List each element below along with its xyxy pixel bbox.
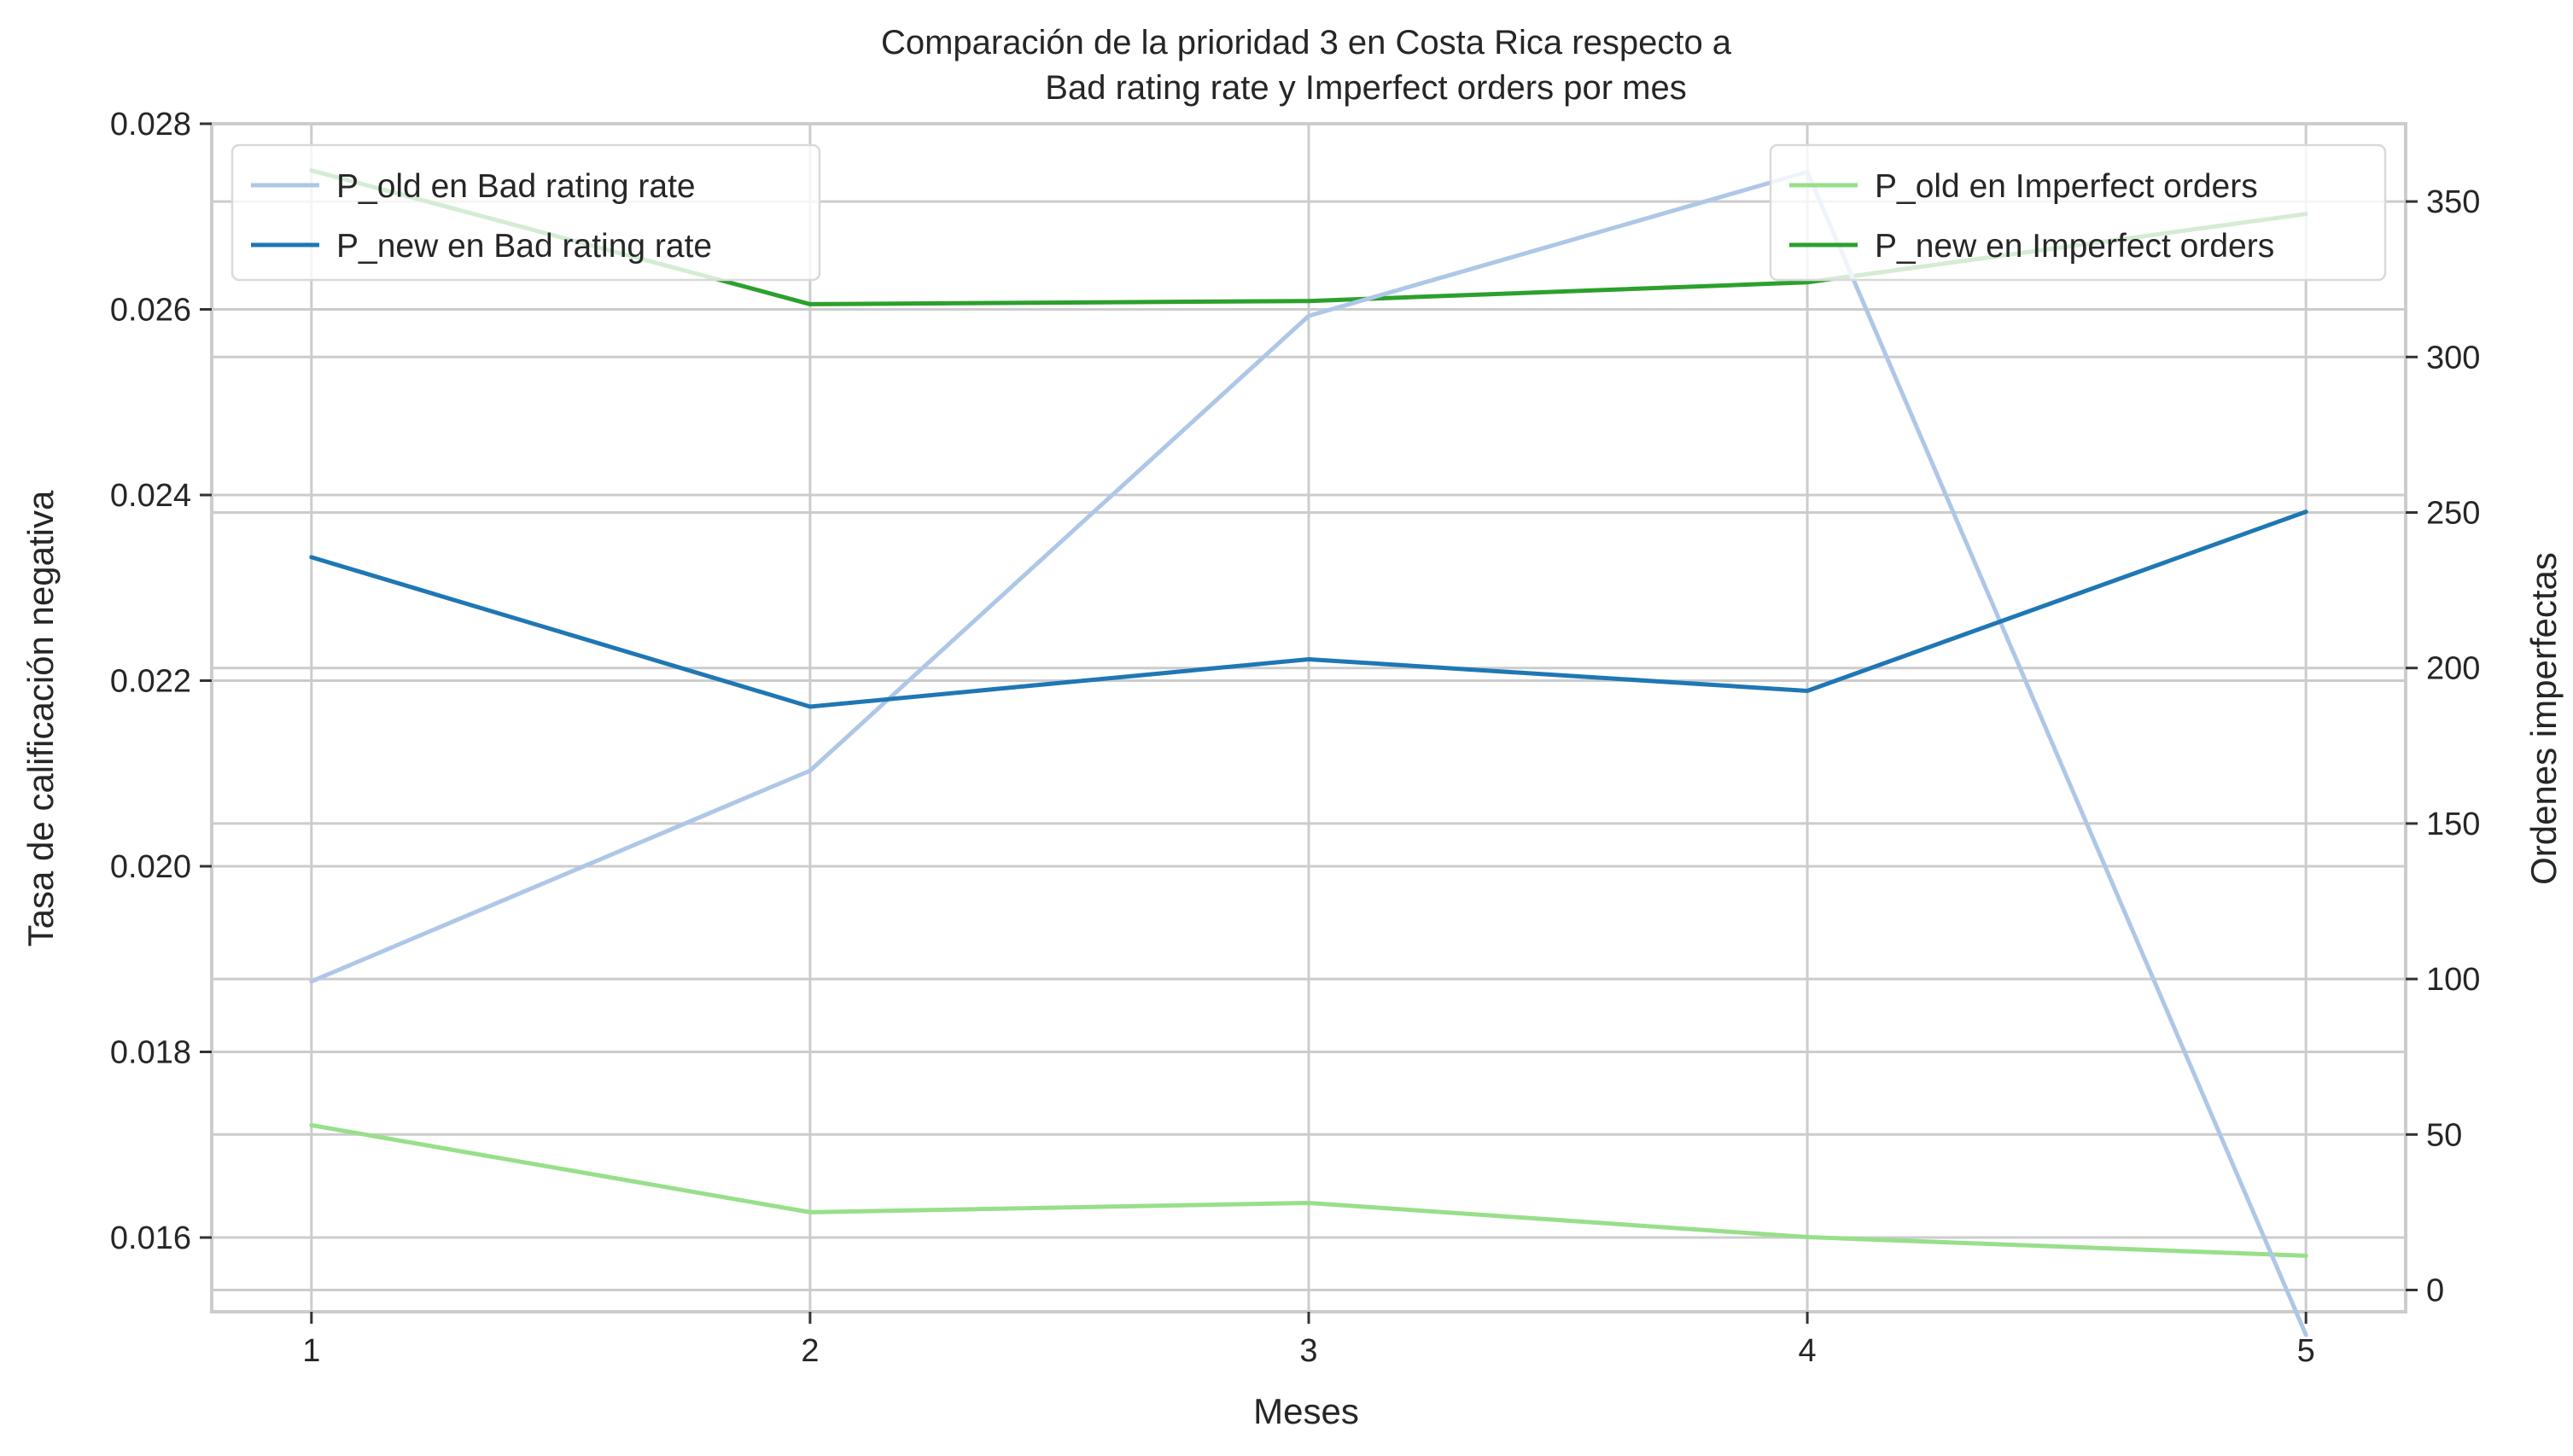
legend-left: P_old en Bad rating rate P_new en Bad rat… — [230, 143, 821, 282]
x-tick-label-3: 3 — [1299, 1333, 1317, 1369]
y-axis-label-left: Tasa de calificación negativa — [20, 490, 61, 946]
right-tick-label-5: 250 — [2426, 495, 2480, 531]
legend-right-label-0: P_old en Imperfect orders — [1875, 168, 2258, 205]
left-tick-label-6: 0.028 — [110, 107, 191, 143]
chart-title-line-1: Comparación de la prioridad 3 en Costa R… — [881, 24, 1732, 61]
left-tick-label-1: 0.018 — [110, 1035, 191, 1071]
chart-title-line-2: Bad rating rate y Imperfect orders por m… — [1045, 69, 1686, 107]
left-tick-label-2: 0.020 — [110, 849, 191, 885]
legend-right-label-1: P_new en Imperfect orders — [1875, 228, 2274, 265]
right-tick-label-1: 50 — [2426, 1117, 2462, 1153]
legend-left-box — [230, 143, 821, 282]
legend-right-box — [1769, 143, 2387, 282]
legend-left-label-1: P_new en Bad rating rate — [336, 228, 712, 265]
x-tick-label-2: 2 — [801, 1333, 819, 1369]
right-tick-label-4: 200 — [2426, 651, 2480, 687]
left-tick-label-5: 0.026 — [110, 293, 191, 329]
series-line-right-0 — [309, 1122, 2308, 1258]
series-line-left-0 — [309, 170, 2308, 1337]
ticks: 1 2 3 4 5 0.016 0.018 0.020 0.022 0.024 0.026 0.028… — [110, 107, 2481, 1369]
x-tick-label-4: 4 — [1799, 1333, 1817, 1369]
series-line-left-1 — [309, 510, 2308, 709]
left-tick-label-0: 0.016 — [110, 1220, 191, 1256]
x-tick-label-5: 5 — [2297, 1333, 2315, 1369]
right-tick-label-2: 100 — [2426, 962, 2480, 998]
right-tick-label-6: 300 — [2426, 340, 2480, 376]
right-tick-label-0: 0 — [2426, 1273, 2444, 1308]
right-tick-label-3: 150 — [2426, 807, 2480, 842]
x-tick-label-1: 1 — [302, 1333, 320, 1369]
left-tick-label-3: 0.022 — [110, 664, 191, 700]
y-axis-label-right: Ordenes imperfectas — [2523, 552, 2564, 885]
legend-right: P_old en Imperfect orders P_new en Imperf… — [1769, 143, 2387, 282]
right-tick-label-7: 350 — [2426, 184, 2480, 220]
legend-left-label-0: P_old en Bad rating rate — [336, 168, 696, 205]
x-axis-label: Meses — [1253, 1391, 1359, 1431]
left-tick-label-4: 0.024 — [110, 478, 191, 514]
